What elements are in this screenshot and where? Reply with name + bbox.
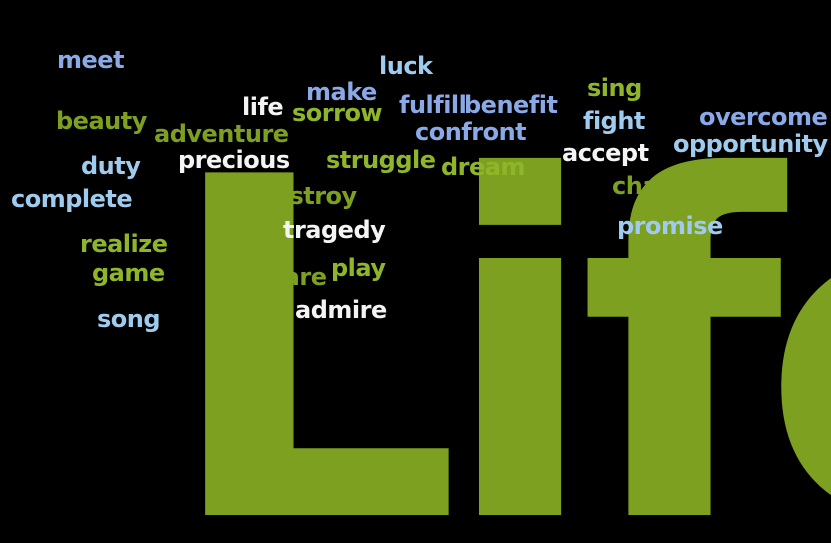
word-promise: promise bbox=[617, 212, 723, 240]
word-play: play bbox=[331, 254, 386, 282]
word-game: game bbox=[92, 259, 165, 287]
word-accept: accept bbox=[562, 139, 649, 167]
word-song: song bbox=[97, 305, 161, 333]
word-luck: luck bbox=[379, 52, 433, 80]
word-meet: meet bbox=[57, 46, 125, 74]
word-dream: dream bbox=[441, 153, 526, 181]
word-make: make bbox=[306, 78, 377, 106]
word-admire: admire bbox=[295, 296, 387, 324]
word-precious: precious bbox=[178, 146, 290, 174]
word-challenge: challenge bbox=[612, 172, 739, 200]
word-dare: dare bbox=[267, 263, 327, 291]
word-beauty: beauty bbox=[56, 107, 147, 135]
main-word: Life bbox=[162, 79, 831, 543]
word-opportunity: opportunity bbox=[673, 130, 828, 158]
word-fight: fight bbox=[583, 107, 645, 135]
word-destroy: destroy bbox=[257, 182, 357, 210]
word-realize: realize bbox=[80, 230, 168, 258]
word-sing: sing bbox=[587, 74, 642, 102]
word-sorrow: sorrow bbox=[292, 99, 383, 127]
word-benefit: benefit bbox=[464, 91, 558, 119]
word-tragedy: tragedy bbox=[283, 216, 386, 244]
word-fulfill: fulfill bbox=[399, 91, 467, 119]
word-duty: duty bbox=[81, 152, 141, 180]
word-overcome: overcome bbox=[699, 103, 828, 131]
word-life: life bbox=[242, 93, 284, 121]
word-struggle: struggle bbox=[326, 146, 436, 174]
word-adventure: adventure bbox=[154, 120, 289, 148]
word-complete: complete bbox=[11, 185, 133, 213]
word-confront: confront bbox=[415, 118, 527, 146]
